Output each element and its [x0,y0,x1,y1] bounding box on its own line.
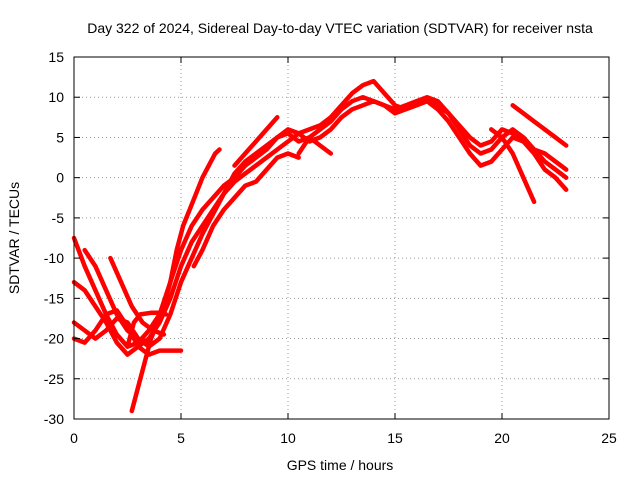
y-axis-label: SDTVAR / TECUs [6,182,22,294]
series-track-8 [125,310,169,349]
y-tick-label: -5 [52,210,65,226]
ticks: 0 5 10 15 20 25 -30 -25 -20 -15 -10 -5 0 5 10 15 [44,49,617,446]
series-track-13 [489,127,537,205]
x-tick-label: 25 [601,430,617,446]
plot-frame [73,56,610,420]
series-track-5 [82,247,152,345]
x-tick-label: 0 [70,430,78,446]
series-group [71,78,569,414]
x-tick-label: 20 [494,430,510,446]
y-tick-label: -10 [44,250,64,266]
y-tick-label: 5 [56,129,64,145]
series-track-1 [71,94,569,349]
series-track-10 [232,115,280,168]
y-tick-label: -15 [44,290,64,306]
y-tick-label: -30 [44,411,64,427]
series-track-9 [191,151,301,269]
y-tick-label: 10 [48,89,64,105]
series-track-11 [296,135,334,156]
x-axis-label: GPS time / hours [287,457,394,473]
y-tick-label: -25 [44,371,64,387]
series-track-12 [510,103,569,148]
chart-title: Day 322 of 2024, Sidereal Day-to-day VTE… [87,20,593,36]
series-track-3 [71,94,569,349]
y-tick-label: -20 [44,331,64,347]
y-tick-label: 0 [56,170,64,186]
x-tick-label: 15 [387,430,403,446]
series-track-7 [129,147,222,414]
x-tick-label: 10 [280,430,296,446]
x-tick-label: 5 [177,430,185,446]
y-tick-label: 15 [48,49,64,65]
